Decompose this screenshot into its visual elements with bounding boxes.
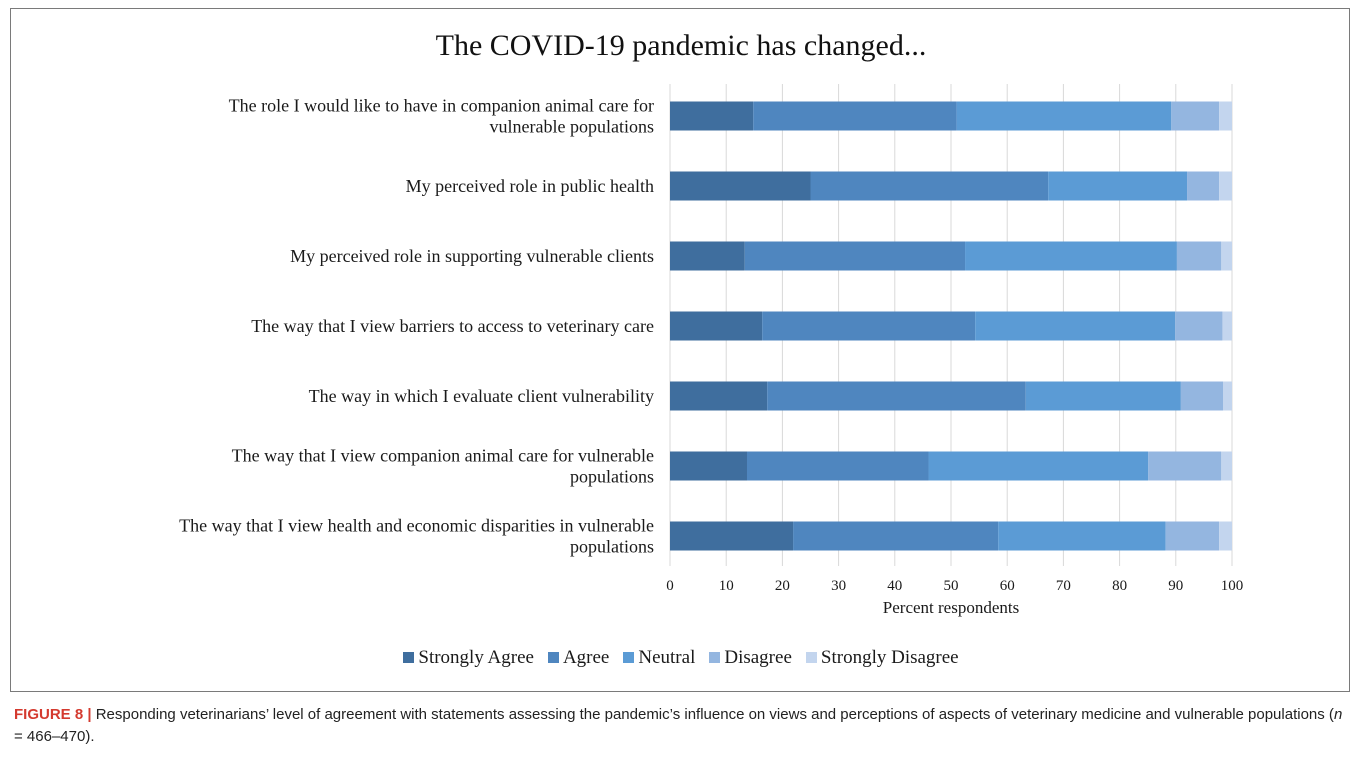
category-label: The way in which I evaluate client vulne…	[309, 386, 654, 406]
legend-label: Neutral	[638, 647, 696, 668]
category-label: The way that I view barriers to access t…	[251, 316, 654, 336]
bar-segment	[1148, 451, 1222, 481]
bar-segment	[670, 171, 811, 201]
bar-segment	[928, 451, 1149, 481]
bar-segment	[746, 451, 929, 481]
bar-segment	[1025, 381, 1181, 411]
bar-segment	[793, 521, 999, 551]
legend-item: Disagree	[709, 647, 792, 669]
bar-segment	[965, 241, 1177, 271]
x-tick-label: 50	[944, 578, 959, 594]
bar-segment	[810, 171, 1049, 201]
figure-caption: FIGURE 8 | Responding veterinarians’ lev…	[14, 704, 1344, 748]
x-tick-label: 20	[775, 578, 790, 594]
x-axis-title: Percent respondents	[883, 598, 1019, 617]
x-tick-label: 70	[1056, 578, 1071, 594]
bar-segment	[1219, 171, 1232, 201]
category-label: The way that I view companion animal car…	[232, 446, 654, 466]
caption-n-symbol: n	[1333, 706, 1343, 723]
category-label: vulnerable populations	[490, 117, 654, 137]
category-label: My perceived role in supporting vulnerab…	[290, 246, 654, 266]
chart-legend: Strongly Agree Agree Neutral Disagree Strong…	[11, 647, 1351, 669]
bar-segment	[1222, 311, 1232, 341]
bar-segment	[670, 451, 747, 481]
x-tick-label: 90	[1168, 578, 1183, 594]
figure-label: FIGURE 8 |	[14, 706, 92, 723]
bar-segment	[1171, 101, 1220, 131]
bar-segment	[1180, 381, 1224, 411]
legend-label: Disagree	[724, 647, 792, 668]
bar-segment	[1048, 171, 1188, 201]
legend-label: Agree	[562, 647, 610, 668]
legend-swatch	[403, 652, 415, 663]
x-tick-label: 100	[1221, 578, 1244, 594]
bar-segment	[1219, 521, 1232, 551]
bar-segment	[1219, 101, 1232, 131]
bar-segment	[1165, 521, 1220, 551]
x-tick-label: 0	[666, 578, 674, 594]
category-label: My perceived role in public health	[406, 176, 654, 196]
legend-swatch	[805, 652, 817, 663]
bar-segment	[1176, 241, 1222, 271]
category-label: populations	[570, 537, 654, 557]
legend-item: Neutral	[623, 647, 695, 669]
caption-text: Responding veterinarians’ level of agree…	[91, 706, 1334, 723]
bar-segment	[1223, 381, 1232, 411]
bar-segment	[956, 101, 1172, 131]
x-tick-label: 80	[1112, 578, 1127, 594]
bar-segment	[670, 311, 763, 341]
stacked-bar-chart: 0 10 20 30 40 50 60 70 80 90 100 Percent respondent…	[179, 84, 1244, 617]
x-tick-label: 10	[719, 578, 734, 594]
bar-segment	[670, 521, 794, 551]
bar-segment	[670, 101, 754, 131]
category-label: The way that I view health and economic …	[179, 516, 654, 536]
legend-label: Strongly Agree	[418, 647, 534, 668]
bar-segment	[1175, 311, 1223, 341]
legend-swatch	[709, 652, 721, 663]
caption-text-end: = 466–470).	[14, 728, 95, 745]
x-tick-label: 60	[1000, 578, 1015, 594]
bar-segment	[670, 381, 768, 411]
chart-title: The COVID-19 pandemic has changed...	[435, 29, 927, 62]
category-label: The role I would like to have in compani…	[229, 96, 654, 116]
bar-segment	[744, 241, 966, 271]
bar-segment	[753, 101, 957, 131]
x-tick-label: 40	[887, 578, 902, 594]
legend-item: Strongly Disagree	[805, 647, 959, 669]
x-tick-label: 30	[831, 578, 846, 594]
legend-item: Agree	[547, 647, 610, 669]
bar-segment	[998, 521, 1166, 551]
legend-swatch	[547, 652, 559, 663]
bar-segment	[767, 381, 1026, 411]
legend-item: Strongly Agree	[403, 647, 534, 669]
bar-segment	[762, 311, 976, 341]
category-label: populations	[570, 467, 654, 487]
bar-segment	[975, 311, 1176, 341]
bar-segment	[670, 241, 745, 271]
bar-segment	[1187, 171, 1220, 201]
legend-swatch	[623, 652, 635, 663]
figure-frame: The COVID-19 pandemic has changed... 0 10…	[10, 8, 1350, 692]
bar-segment	[1221, 451, 1232, 481]
bar-segment	[1221, 241, 1232, 271]
legend-label: Strongly Disagree	[820, 647, 959, 668]
